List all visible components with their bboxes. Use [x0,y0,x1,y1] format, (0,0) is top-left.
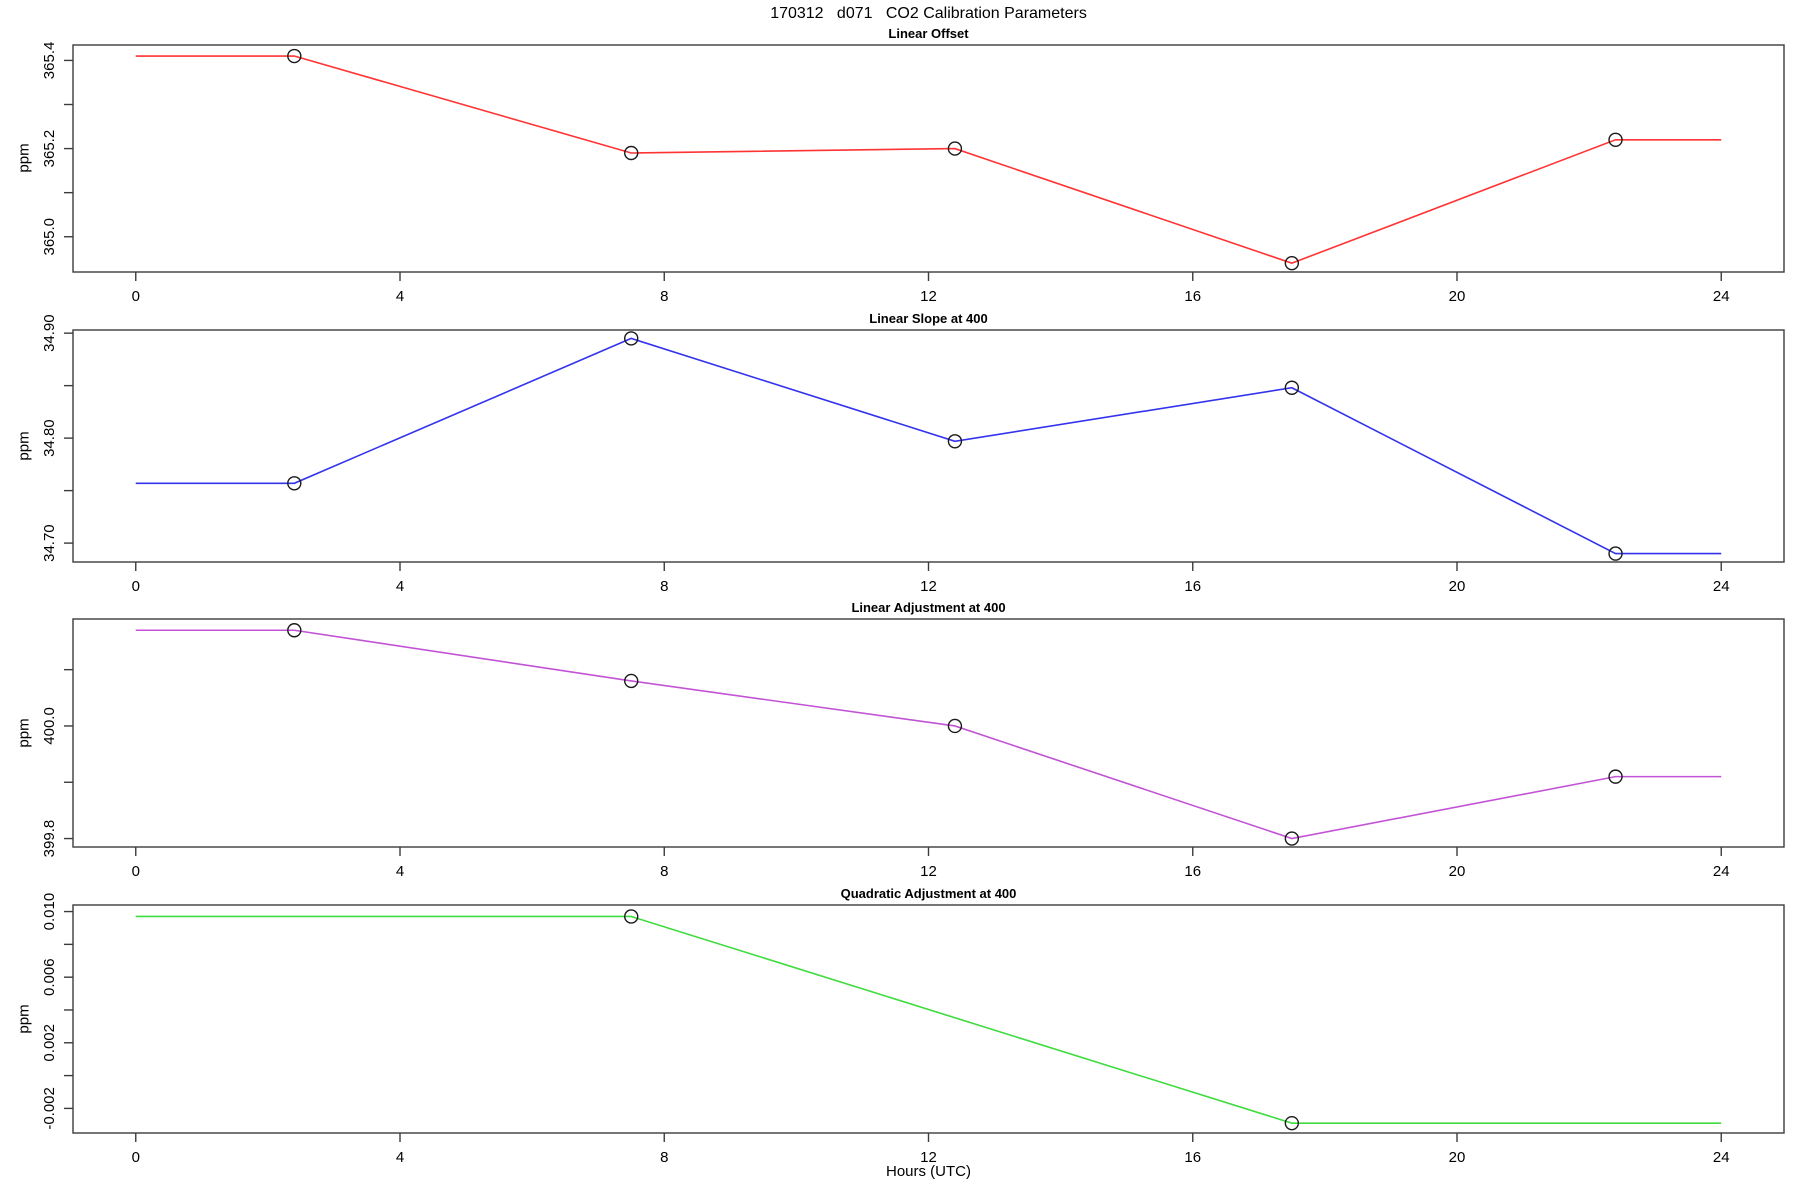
x-tick-label: 12 [920,1149,937,1166]
x-tick-label: 4 [396,1149,404,1166]
data-point-marker [287,48,302,64]
x-tick-label: 12 [920,578,937,595]
data-point-marker [1284,1115,1300,1131]
data-point-marker [947,141,963,156]
panel-title-linear-offset: Linear Offset [888,26,969,41]
x-tick-label: 24 [1713,578,1730,595]
data-point-marker [624,909,639,924]
x-tick-label: 20 [1449,288,1466,305]
x-tick-label: 0 [132,288,140,305]
x-tick-label: 8 [660,578,668,595]
data-point-marker [624,673,639,689]
x-tick-label: 8 [660,863,668,880]
x-tick-label: 0 [132,578,140,595]
y-tick-label: 0.006 [41,958,58,996]
y-axis-label-panel-4: ppm [15,1004,33,1034]
panel-box-0 [72,44,1785,273]
data-point-marker [947,434,963,449]
data-point-marker [1608,132,1623,147]
data-line-1 [135,337,1722,555]
data-point-marker [624,145,639,161]
x-tick-label: 4 [396,288,404,305]
x-tick-label: 0 [132,1149,140,1166]
panel-title-linear-adjustment: Linear Adjustment at 400 [851,600,1006,615]
panel-box-3 [72,904,1785,1134]
x-axis-label: Hours (UTC) [886,1163,971,1180]
data-point-marker [1284,380,1300,395]
data-line-3 [135,915,1722,1124]
x-tick-label: 8 [660,288,668,305]
x-tick-label: 20 [1449,1149,1466,1166]
y-tick-label: 400.0 [41,707,58,745]
y-tick-label: 34.80 [41,419,58,457]
data-point-marker [947,718,963,734]
y-tick-label: 365.2 [41,130,58,168]
y-tick-label: 0.010 [41,893,58,931]
data-point-marker [1284,255,1300,271]
page-title: 170312 d071 CO2 Calibration Parameters [770,5,1087,22]
x-tick-label: 8 [660,1149,668,1166]
y-tick-label: 34.90 [41,314,58,352]
data-point-marker [287,476,302,491]
x-tick-label: 20 [1449,863,1466,880]
x-tick-label: 24 [1713,288,1730,305]
x-tick-label: 24 [1713,863,1730,880]
y-tick-label: 34.70 [41,524,58,562]
y-tick-label: 365.0 [41,218,58,256]
x-tick-label: 12 [920,863,937,880]
data-point-marker [1608,769,1623,784]
panel-box-2 [72,618,1785,848]
x-tick-label: 12 [920,288,937,305]
y-tick-label: 399.8 [41,820,58,858]
x-tick-label: 16 [1184,1149,1201,1166]
y-axis-label-panel-3: ppm [15,718,33,748]
x-tick-label: 4 [396,578,404,595]
data-point-marker [1608,546,1623,561]
x-tick-label: 24 [1713,1149,1730,1166]
panel-title-linear-slope: Linear Slope at 400 [869,311,988,326]
y-axis-label-panel-2: ppm [15,431,33,461]
y-tick-label: 0.002 [41,1024,58,1062]
y-axis-label-panel-1: ppm [15,143,33,173]
data-point-marker [1284,831,1300,846]
data-point-marker [624,331,639,346]
x-tick-label: 20 [1449,578,1466,595]
x-tick-label: 16 [1184,288,1201,305]
data-line-2 [135,629,1722,840]
y-tick-label: 365.4 [41,42,58,80]
x-tick-label: 4 [396,863,404,880]
data-line-0 [135,55,1722,265]
data-point-marker [287,623,302,638]
x-tick-label: 0 [132,863,140,880]
panel-box-1 [72,329,1785,563]
x-tick-label: 16 [1184,863,1201,880]
y-tick-label: -0.002 [41,1087,58,1130]
panel-title-quadratic-adjustment: Quadratic Adjustment at 400 [840,886,1017,901]
x-tick-label: 16 [1184,578,1201,595]
